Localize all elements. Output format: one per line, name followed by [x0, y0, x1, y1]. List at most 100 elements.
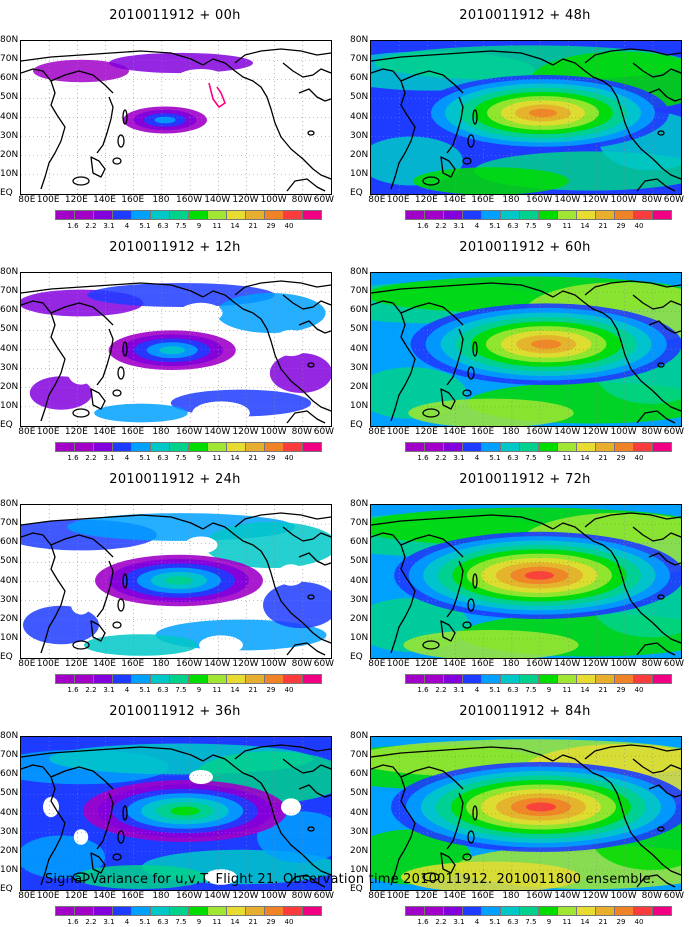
colorbar-label: 40	[284, 454, 294, 462]
colorbar-swatch	[94, 674, 113, 684]
lon-label: 60W	[663, 891, 685, 901]
lat-label: 70N	[350, 750, 369, 761]
lon-label: 160E	[471, 427, 495, 437]
colorbar-label: 3.1	[453, 454, 465, 462]
colorbar-swatch	[444, 674, 463, 684]
colorbar-label: 11	[562, 686, 572, 694]
map-svg	[21, 41, 331, 194]
lon-label: 120W	[582, 659, 609, 669]
colorbar-label: 21	[248, 222, 258, 230]
lon-label: 60W	[313, 891, 335, 901]
lat-label: 80N	[0, 267, 19, 277]
colorbar-swatch	[405, 442, 425, 452]
colorbar-swatch	[151, 674, 170, 684]
colorbar-swatch	[94, 210, 113, 220]
colorbar-label: 2.2	[435, 686, 447, 694]
colorbar-swatch	[132, 674, 151, 684]
colorbar-label: 9	[196, 686, 202, 694]
colorbar-label: 5.1	[489, 222, 501, 230]
colorbar-swatch	[227, 906, 246, 916]
colorbar-swatch	[653, 674, 672, 684]
lon-label: 180	[152, 891, 170, 901]
lon-label: 100E	[386, 659, 410, 669]
colorbar-label: 40	[634, 686, 644, 694]
lon-label: 140E	[443, 427, 466, 437]
lon-label: 160E	[121, 891, 145, 901]
longitude-labels: 80E 100E 120E 140E 160E 180 160W 140W 120W 100W 80…	[18, 659, 334, 670]
lat-label: 40N	[350, 575, 369, 586]
lon-label: 180	[152, 427, 170, 437]
field-blob	[269, 352, 331, 394]
variance-map	[370, 272, 682, 427]
lat-label: 80N	[350, 35, 369, 45]
lon-label: 100W	[610, 195, 637, 205]
colorbar-swatch	[558, 210, 577, 220]
lat-label: 40N	[0, 343, 19, 354]
colorbar-label: 1.6	[67, 222, 79, 230]
lat-label: 10N	[350, 400, 369, 411]
colorbar-label: 3.1	[453, 222, 465, 230]
lon-label: 160W	[176, 427, 203, 437]
colorbar-label: 6.3	[507, 686, 519, 694]
longitude-labels: 80E 100E 120E 140E 160E 180 160W 140W 120W 100W 80…	[18, 891, 335, 902]
lon-label: 140E	[93, 195, 116, 205]
colorbar-swatch	[189, 210, 208, 220]
lat-label: 10N	[350, 632, 369, 643]
field-blob	[263, 581, 331, 629]
lat-label: EQ	[0, 884, 13, 894]
colorbar-label: 14	[230, 918, 240, 926]
colorbar-label: 29	[266, 222, 276, 230]
colorbar-label: 4	[474, 686, 480, 694]
lon-label: 80E	[368, 195, 386, 205]
lat-label: 30N	[0, 130, 19, 141]
lon-label: 80E	[18, 659, 36, 669]
low-variance-gap	[43, 796, 59, 818]
map-svg	[371, 41, 681, 194]
colorbar-swatch	[482, 210, 501, 220]
graticule	[21, 505, 331, 658]
lon-label: 80W	[291, 427, 312, 437]
colorbar-swatch	[151, 442, 170, 452]
map-panel: 2010011912 + 12h 80N 70N 60N 50N 40N 30N 20N 10N…	[0, 232, 350, 462]
colorbar-swatch	[170, 906, 189, 916]
longitude-labels: 80E 100E 120E 140E 160E 180 160W 140W 120W 100W 80…	[18, 195, 334, 206]
colorbar-label: 6.3	[507, 918, 519, 926]
colorbar-swatch	[482, 674, 501, 684]
lat-label: 70N	[350, 518, 369, 529]
lat-label: 40N	[350, 343, 369, 354]
colorbar-swatch	[634, 674, 653, 684]
colorbar-swatch	[303, 442, 322, 452]
graticule	[371, 505, 681, 658]
variance-map	[370, 504, 682, 659]
colorbar-label: 40	[634, 454, 644, 462]
lat-label: 20N	[0, 381, 19, 392]
colorbar	[405, 906, 672, 916]
map-panel: 2010011912 + 00h 80N 70N 60N 50N 40N 30N 20N 10N…	[0, 0, 350, 230]
colorbar-swatch	[208, 674, 227, 684]
colorbar-label: 21	[598, 918, 608, 926]
colorbar-swatch	[227, 674, 246, 684]
lon-label: 80E	[368, 427, 386, 437]
colorbar-swatch	[520, 906, 539, 916]
coastlines	[371, 48, 681, 192]
lon-label: 100W	[610, 891, 637, 901]
lat-label: 10N	[350, 168, 369, 179]
colorbar-label: 5.1	[489, 686, 501, 694]
panel-title: 2010011912 + 36h	[109, 704, 241, 719]
lat-label: EQ	[350, 420, 363, 430]
colorbar-label: 5.1	[139, 222, 151, 230]
panel-title: 2010011912 + 60h	[459, 240, 591, 255]
colorbar-swatch	[425, 906, 444, 916]
colorbar-label: 2.2	[85, 222, 97, 230]
colorbar-swatch	[615, 442, 634, 452]
colorbar-swatch	[653, 442, 672, 452]
latitude-labels: 80N 70N 60N 50N 40N 30N 20N 10N EQ	[0, 267, 22, 430]
lon-label: 160W	[526, 659, 553, 669]
low-variance-gap	[40, 562, 62, 588]
field-blob	[23, 605, 99, 645]
colorbar-label: 7.5	[525, 454, 537, 462]
lon-label: 140W	[554, 427, 581, 437]
colorbar-swatch	[208, 210, 227, 220]
panel-title: 2010011912 + 84h	[459, 704, 591, 719]
lon-label: 100W	[260, 891, 287, 901]
